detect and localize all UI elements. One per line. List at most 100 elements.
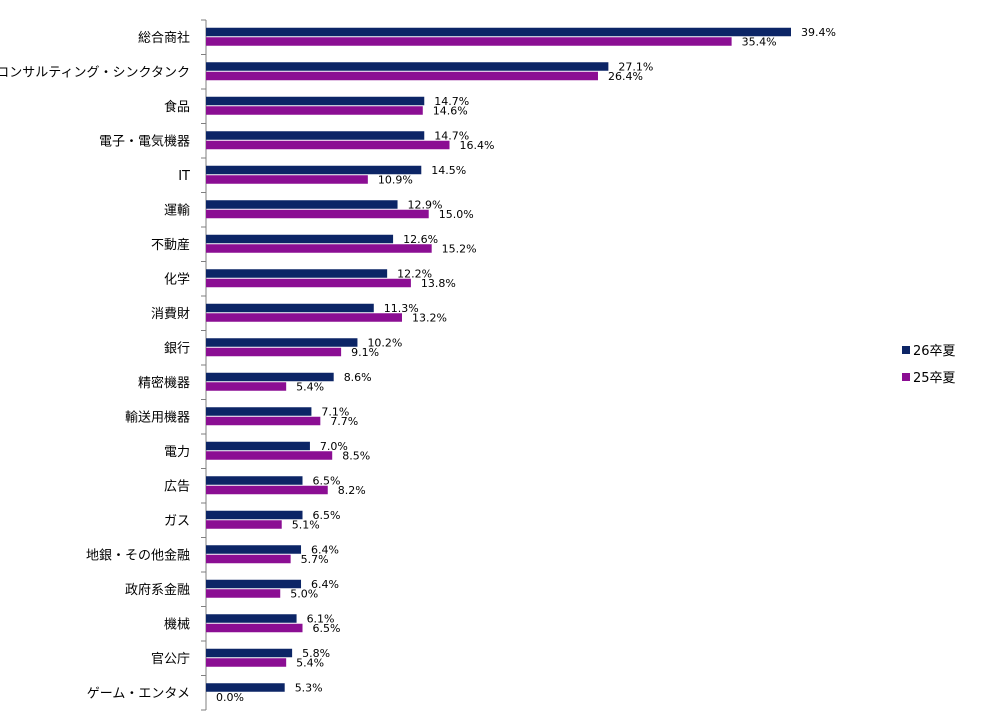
category-label: 消費財 (151, 307, 190, 322)
data-label: 15.2% (442, 242, 477, 255)
bar-series-1 (206, 269, 388, 278)
bar-series-1 (206, 372, 334, 382)
bar-series-1 (206, 683, 285, 692)
bar-series-1 (206, 407, 312, 416)
data-label: 14.7% (434, 95, 469, 108)
bar-series-2 (206, 313, 402, 322)
category-label: 広告 (164, 479, 190, 494)
bar-series-1 (206, 96, 425, 106)
data-label: 9.1% (351, 346, 379, 359)
bar-series-2 (206, 451, 333, 460)
bar-series-1 (206, 62, 609, 71)
data-label: 13.2% (412, 311, 447, 324)
data-label: 6.4% (311, 578, 339, 591)
bars-layer (206, 27, 791, 692)
data-label: 5.1% (292, 518, 320, 531)
legend: 26卒夏 25卒夏 (902, 344, 956, 386)
category-label: 総合商社 (138, 30, 190, 46)
data-label: 26.4% (608, 70, 643, 83)
data-label: 12.2% (397, 267, 432, 280)
data-label: 8.6% (344, 371, 372, 384)
category-label: 不動産 (151, 237, 190, 253)
data-label: 6.5% (313, 509, 341, 522)
category-label: 精密機器 (138, 375, 190, 391)
category-label: ゲーム・エンタメ (87, 686, 190, 701)
category-label: 電力 (164, 445, 190, 460)
legend-swatch (902, 373, 910, 381)
bar-series-1 (206, 545, 302, 554)
data-label: 6.5% (313, 474, 341, 487)
category-label: 地銀・その他金融 (86, 547, 190, 563)
data-label: 6.4% (311, 543, 339, 556)
data-label: 0.0% (216, 691, 244, 704)
bar-series-2 (206, 278, 411, 288)
data-label: 16.4% (460, 139, 495, 152)
bar-series-2 (206, 485, 328, 495)
category-label: 電子・電気機器 (99, 133, 190, 149)
bar-series-1 (206, 200, 398, 209)
bar-series-1 (206, 338, 358, 347)
data-label: 12.6% (403, 233, 438, 246)
data-label: 5.3% (295, 681, 323, 694)
bar-series-2 (206, 209, 429, 219)
bar-series-1 (206, 614, 297, 623)
category-label: 官公庁 (151, 651, 190, 667)
bar-series-1 (206, 476, 303, 485)
bar-series-1 (206, 131, 425, 140)
data-label: 8.2% (338, 484, 366, 497)
axis-layer (201, 19, 207, 711)
data-label: 14.5% (431, 164, 466, 177)
bar-series-1 (206, 303, 374, 313)
data-label: 6.1% (307, 612, 335, 625)
bar-series-2 (206, 554, 291, 564)
data-label: 5.4% (296, 656, 324, 669)
data-label: 35.4% (742, 35, 777, 48)
bar-series-1 (206, 165, 422, 175)
bar-series-2 (206, 416, 321, 426)
data-label: 7.7% (330, 415, 358, 428)
data-label: 14.6% (433, 104, 468, 117)
bar-series-2 (206, 520, 282, 529)
category-label: IT (178, 169, 190, 184)
category-label: 化学 (164, 271, 190, 287)
bar-series-2 (206, 244, 432, 253)
data-label: 14.7% (434, 129, 469, 142)
category-label: ガス (164, 514, 190, 529)
bar-series-2 (206, 347, 342, 357)
bar-series-2 (206, 37, 732, 46)
bar-series-2 (206, 175, 368, 184)
bar-series-2 (206, 623, 303, 633)
legend-swatch (902, 346, 910, 354)
category-label: 運輸 (164, 203, 190, 218)
bar-series-1 (206, 510, 303, 520)
bar-series-2 (206, 382, 287, 391)
data-label: 8.5% (342, 449, 370, 462)
data-label: 13.8% (421, 277, 456, 290)
legend-label: 25卒夏 (913, 371, 956, 386)
legend-label: 26卒夏 (913, 344, 956, 359)
bar-series-1 (206, 234, 394, 244)
category-label: 食品 (164, 99, 190, 115)
labels-layer: 総合商社 39.4% 35.4% コンサルティング・シンクタンク 27.1%26.4% 食… (0, 26, 836, 704)
data-label: 5.7% (301, 553, 329, 566)
data-label: 15.0% (439, 208, 474, 221)
data-label: 5.4% (296, 380, 324, 393)
bar-series-2 (206, 589, 281, 598)
bar-series-2 (206, 71, 598, 81)
bar-series-1 (206, 27, 791, 37)
bar-series-2 (206, 658, 287, 667)
data-label: 10.2% (367, 336, 402, 349)
data-label: 11.3% (384, 302, 419, 315)
bar-series-1 (206, 579, 302, 589)
bar-series-1 (206, 441, 310, 451)
category-label: 機械 (164, 617, 190, 632)
data-label: 27.1% (618, 60, 653, 73)
bar-series-2 (206, 140, 450, 150)
data-label: 12.9% (408, 198, 443, 211)
bar-series-2 (206, 106, 423, 115)
data-label: 39.4% (801, 26, 836, 39)
data-label: 6.5% (313, 622, 341, 635)
data-label: 5.8% (302, 647, 330, 660)
data-label: 5.0% (290, 587, 318, 600)
